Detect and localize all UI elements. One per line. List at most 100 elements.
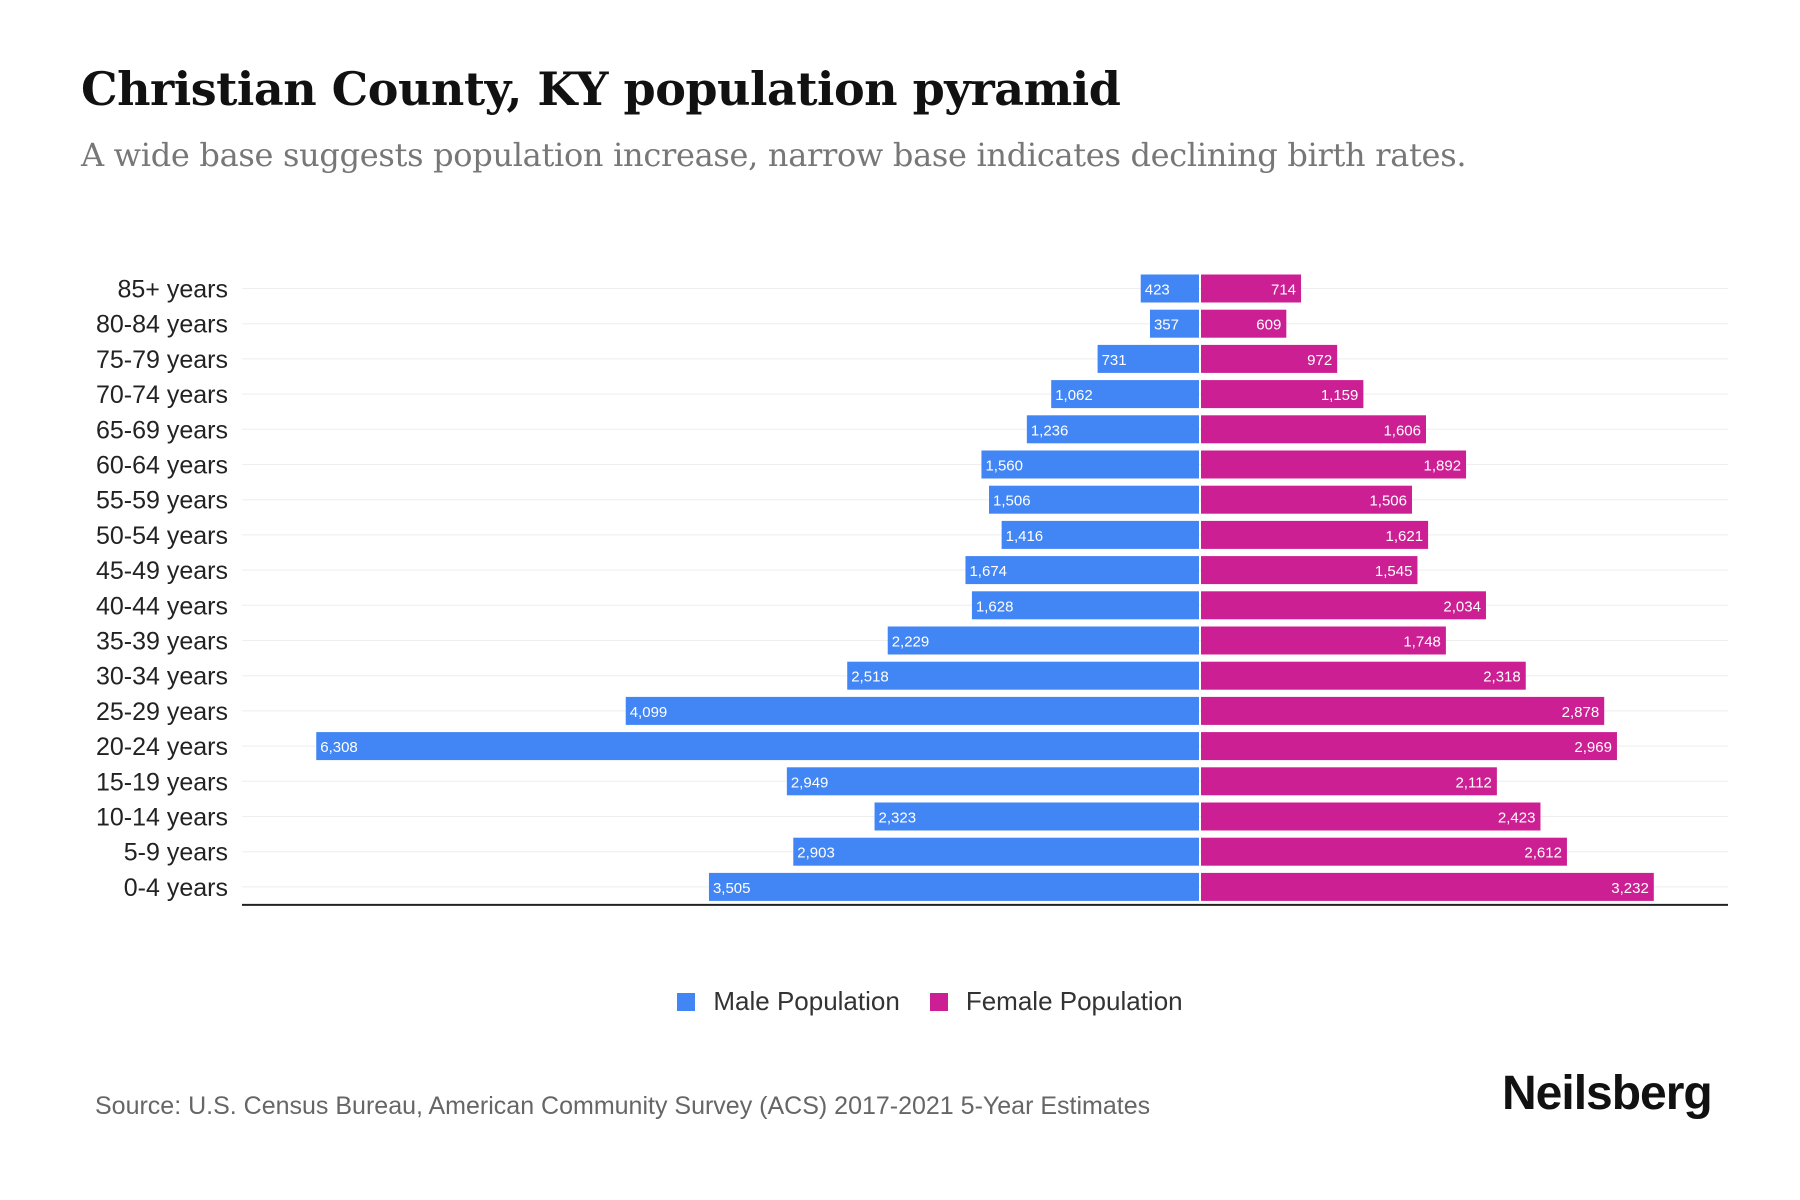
female-value-label: 2,878 [1562,704,1600,721]
category-label: 45-49 years [96,557,228,585]
female-bar [1201,802,1541,831]
female-bar [1201,696,1605,725]
legend-swatch-male [677,992,696,1011]
male-bar [1097,344,1199,373]
legend-item-male[interactable]: Male Population [677,986,900,1017]
female-value-label: 2,969 [1574,739,1612,756]
male-value-label: 1,236 [1031,422,1069,439]
category-label: 10-14 years [96,804,228,832]
female-value-label: 2,034 [1443,598,1481,615]
female-value-label: 2,112 [1455,774,1491,791]
female-bar [1201,556,1418,585]
male-value-label: 1,506 [993,493,1031,510]
category-label: 30-34 years [96,663,228,691]
female-bar [1201,485,1412,514]
male-value-label: 6,308 [320,739,358,756]
chart-subtitle: A wide base suggests population increase… [81,136,1467,174]
category-label: 20-24 years [96,733,228,761]
male-bar [965,556,1199,585]
chart-title: Christian County, KY population pyramid [81,62,1121,116]
male-value-label: 2,949 [791,774,829,791]
female-bar [1201,520,1429,549]
male-value-label: 1,416 [1006,528,1044,545]
category-label: 15-19 years [96,768,228,796]
category-label: 60-64 years [96,452,228,480]
male-bar [1001,520,1199,549]
category-label: 5-9 years [124,839,228,867]
female-value-label: 1,506 [1369,493,1407,510]
source-note: Source: U.S. Census Bureau, American Com… [95,1092,1151,1120]
male-bar [981,450,1199,479]
female-bar [1201,767,1497,796]
category-label: 75-79 years [96,346,228,374]
female-bar [1201,626,1446,655]
male-bar [1140,274,1199,303]
female-bar [1201,450,1467,479]
male-value-label: 1,674 [969,563,1007,580]
male-bar [971,591,1199,620]
female-value-label: 1,545 [1375,563,1413,580]
female-value-label: 1,621 [1386,528,1424,545]
male-bar [1149,309,1199,338]
neilsberg-logo: Neilsberg [1502,1067,1713,1120]
male-bar [1051,380,1199,409]
male-value-label: 423 [1145,282,1170,299]
category-label: 55-59 years [96,487,228,515]
male-bar [1026,415,1199,444]
category-label: 25-29 years [96,698,228,726]
legend-swatch-female [929,992,948,1011]
category-label: 40-44 years [96,592,228,620]
female-bar [1201,661,1526,690]
male-bar [793,837,1199,866]
legend-item-female[interactable]: Female Population [929,986,1183,1017]
male-bar [847,661,1199,690]
female-value-label: 3,232 [1611,880,1649,897]
female-bar [1201,591,1486,620]
legend-label-female: Female Population [965,986,1183,1016]
male-bar [887,626,1199,655]
category-label: 50-54 years [96,522,228,550]
female-value-label: 1,159 [1321,387,1359,404]
female-value-label: 2,612 [1524,845,1562,862]
male-value-label: 357 [1154,317,1179,334]
female-bar [1201,380,1364,409]
male-value-label: 1,628 [976,598,1014,615]
male-bar [316,732,1199,761]
category-label: 65-69 years [96,416,228,444]
female-bar [1201,309,1287,338]
category-label: 85+ years [118,276,229,304]
male-value-label: 1,560 [985,458,1023,475]
male-value-label: 1,062 [1055,387,1093,404]
female-value-label: 2,423 [1498,810,1536,827]
category-label: 35-39 years [96,628,228,656]
female-bar [1201,344,1338,373]
female-value-label: 1,892 [1424,458,1462,475]
male-bar [874,802,1199,831]
female-value-label: 714 [1271,282,1296,299]
female-bar [1201,415,1427,444]
legend-label-male: Male Population [713,986,900,1016]
male-value-label: 2,903 [797,845,835,862]
male-value-label: 3,505 [713,880,751,897]
male-bar [989,485,1199,514]
male-bar [625,696,1199,725]
legend: Male Population Female Population [0,986,1800,1017]
male-value-label: 4,099 [630,704,668,721]
male-value-label: 2,229 [892,634,930,651]
population-pyramid-chart: 85+ years 423 714 80-84 years 357 609 75-79 ye… [96,274,1728,906]
female-bar [1201,274,1302,303]
female-value-label: 2,318 [1483,669,1521,686]
female-bar [1201,872,1654,901]
category-label: 80-84 years [96,311,228,339]
category-label: 0-4 years [124,874,228,902]
male-value-label: 2,323 [879,810,917,827]
female-value-label: 972 [1307,352,1332,369]
male-value-label: 2,518 [851,669,889,686]
male-value-label: 731 [1102,352,1127,369]
female-value-label: 1,748 [1403,634,1441,651]
female-value-label: 609 [1256,317,1281,334]
male-bar [708,872,1199,901]
category-label: 70-74 years [96,381,228,409]
female-bar [1201,732,1617,761]
male-bar [786,767,1199,796]
